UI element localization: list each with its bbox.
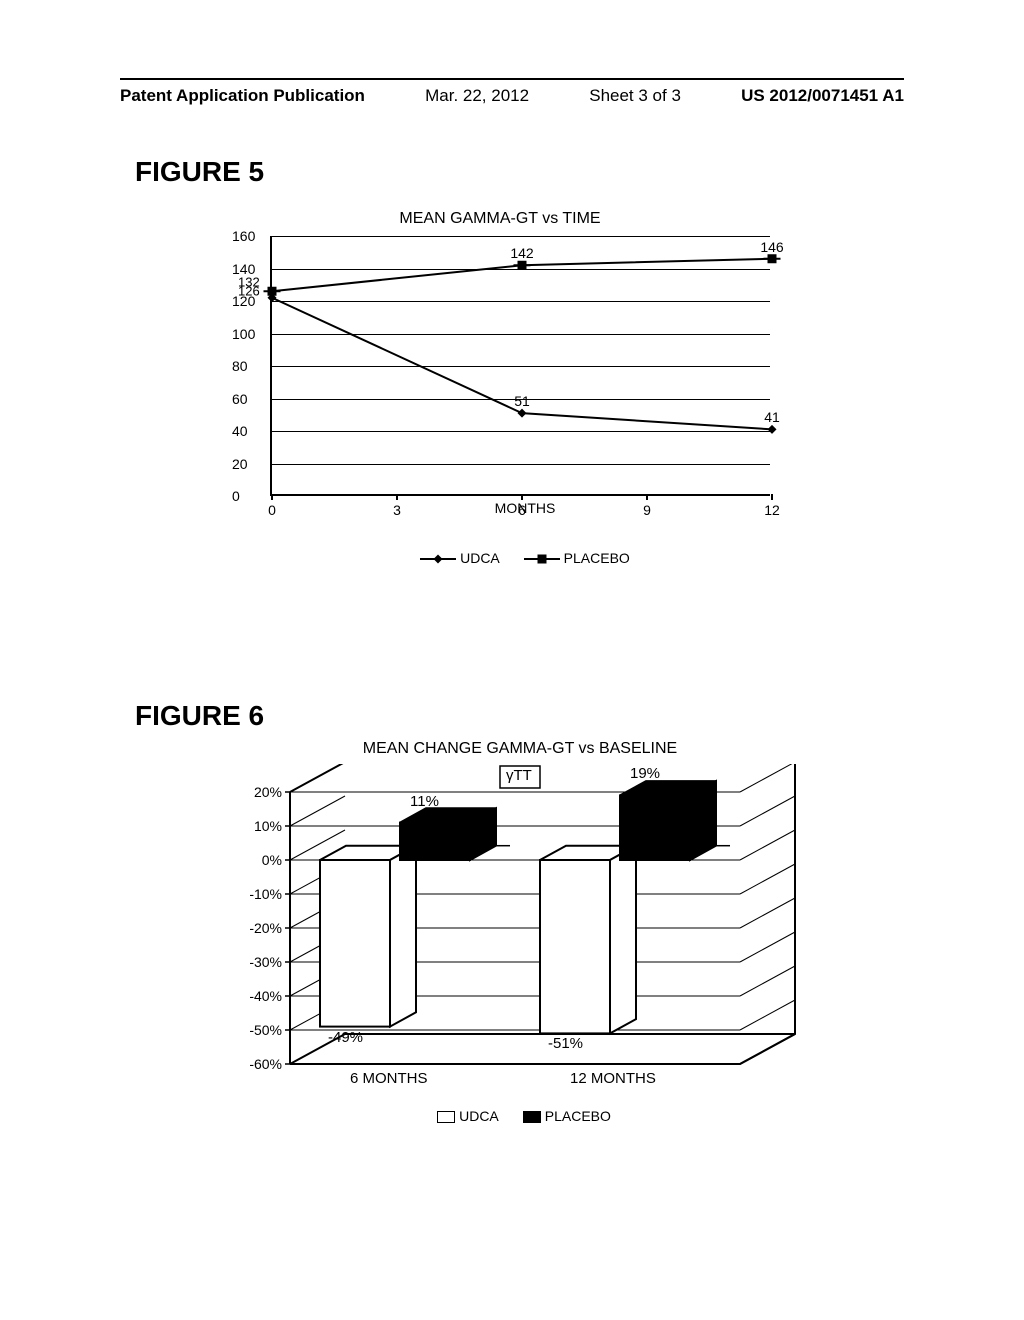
figure5-ytick-label: 80 xyxy=(232,358,248,374)
figure6-legend-item: PLACEBO xyxy=(515,1108,611,1124)
figure6-bar-label: 11% xyxy=(410,793,439,810)
figure6-ytick-label: -50% xyxy=(234,1022,282,1038)
figure5-xtick-label: 3 xyxy=(393,502,401,518)
figure5-ytick-label: 100 xyxy=(232,326,255,342)
figure5-chart: MEAN GAMMA-GT vs TIME 020406080100120140… xyxy=(220,210,780,566)
figure5-gridline xyxy=(272,236,770,237)
figure6-ytick-label: 0% xyxy=(234,852,282,868)
figure6-legend: UDCA PLACEBO xyxy=(200,1108,840,1124)
figure6-category-label: 12 MONTHS xyxy=(570,1070,656,1087)
figure6-plot-area: 20% 10% 0% -10% -20% -30% -40% -50% -60% -49% 11% 6… xyxy=(220,764,820,1104)
figure5-ytick-label: 20 xyxy=(232,456,248,472)
figure5-ytick-label: 40 xyxy=(232,423,248,439)
header-rule xyxy=(120,78,904,80)
figure5-start-label: 132 xyxy=(238,274,260,289)
figure6-bar-label: -49% xyxy=(328,1029,363,1046)
figure5-legend-item: PLACEBO xyxy=(524,550,630,566)
figure6-ytick-label: 20% xyxy=(234,784,282,800)
figure5-xtick xyxy=(771,494,773,500)
figure5-ytick-label: 60 xyxy=(232,391,248,407)
figure5-point-label: 142 xyxy=(510,245,533,261)
figure6-inset-label: γTT xyxy=(506,767,532,784)
figure6-ytick-label: -60% xyxy=(234,1056,282,1072)
figure5-point-label: 51 xyxy=(514,393,530,409)
figure5-gridline xyxy=(272,334,770,335)
figure5-legend: UDCA PLACEBO xyxy=(270,550,780,566)
figure5-xtick-label: 12 xyxy=(764,502,780,518)
figure6-label: FIGURE 6 xyxy=(135,700,264,732)
figure5-title: MEAN GAMMA-GT vs TIME xyxy=(220,210,780,228)
figure5-legend-item: UDCA xyxy=(420,550,500,566)
figure5-gridline xyxy=(272,301,770,302)
figure5-xtick xyxy=(396,494,398,500)
figure5-gridline xyxy=(272,366,770,367)
header-sheet: Sheet 3 of 3 xyxy=(589,86,681,106)
figure5-xtick xyxy=(646,494,648,500)
figure6-ytick-label: -40% xyxy=(234,988,282,1004)
figure5-point-label: 146 xyxy=(760,239,783,255)
figure6-ytick-label: -20% xyxy=(234,920,282,936)
figure5-label: FIGURE 5 xyxy=(135,156,264,188)
figure6-category-label: 6 MONTHS xyxy=(350,1070,428,1087)
figure6-title: MEAN CHANGE GAMMA-GT vs BASELINE xyxy=(200,740,840,758)
figure6-chart: MEAN CHANGE GAMMA-GT vs BASELINE 20% 10% 0… xyxy=(200,740,840,1124)
figure6-ytick-label: -30% xyxy=(234,954,282,970)
figure5-ytick-label: 160 xyxy=(232,228,255,244)
figure5-xtick-label: 6 xyxy=(518,502,526,518)
figure5-xtick-label: 9 xyxy=(643,502,651,518)
figure5-xtick xyxy=(521,494,523,500)
figure5-point-label: 41 xyxy=(764,409,780,425)
figure6-ytick-label: 10% xyxy=(234,818,282,834)
figure5-plot-area: 0204060801001201401601261320369125141142… xyxy=(270,236,770,496)
figure5-gridline xyxy=(272,431,770,432)
header-date: Mar. 22, 2012 xyxy=(425,86,529,106)
figure5-ytick-label: 0 xyxy=(232,488,240,504)
figure5-gridline xyxy=(272,464,770,465)
figure5-gridline xyxy=(272,269,770,270)
figure6-ytick-label: -10% xyxy=(234,886,282,902)
figure6-bar-label: -51% xyxy=(548,1035,583,1052)
figure6-legend-item: UDCA xyxy=(429,1108,499,1124)
figure5-xtick xyxy=(271,494,273,500)
header-pubno: US 2012/0071451 A1 xyxy=(741,86,904,106)
figure5-xtick-label: 0 xyxy=(268,502,276,518)
figure6-bar-label: 19% xyxy=(630,765,660,782)
figure6-svg xyxy=(220,764,820,1104)
header-left: Patent Application Publication xyxy=(120,86,365,106)
page-header: Patent Application Publication Mar. 22, … xyxy=(120,86,904,106)
